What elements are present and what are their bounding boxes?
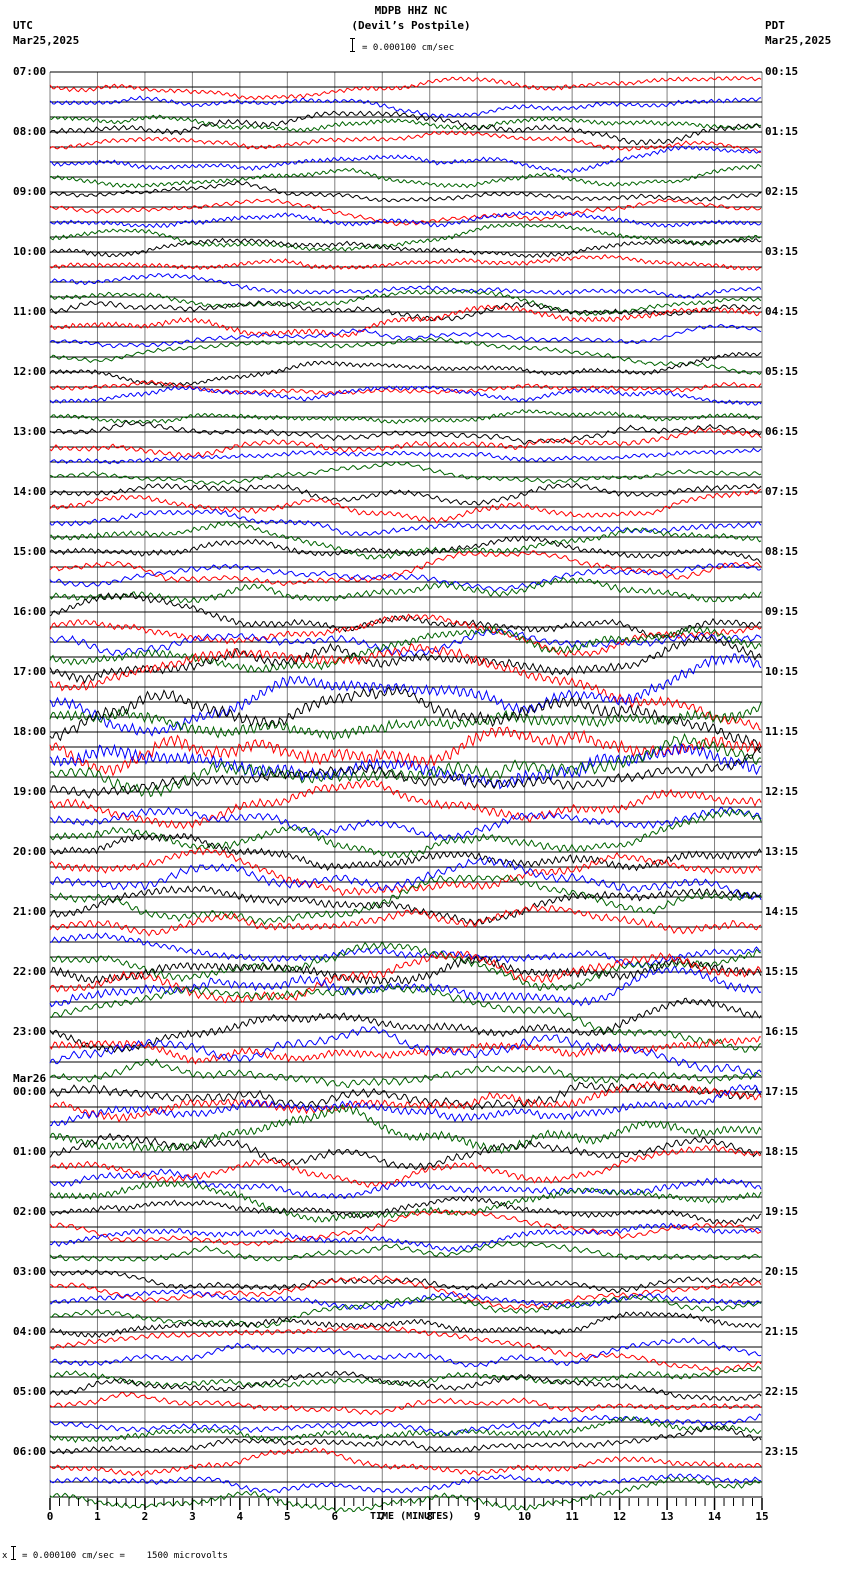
- x-tick-label: 0: [46, 1510, 54, 1523]
- station-location: (Devil’s Postpile): [351, 19, 471, 32]
- pdt-time-label: 06:15: [765, 425, 799, 438]
- utc-time-label: 05:00: [13, 1385, 47, 1398]
- pdt-time-label: 22:15: [765, 1385, 799, 1398]
- utc-time-label: 21:00: [13, 905, 47, 918]
- pdt-time-label: 00:15: [765, 65, 799, 78]
- utc-time-label: 00:00: [13, 1085, 47, 1098]
- x-tick-label: 10: [518, 1510, 532, 1523]
- x-tick-label: 14: [707, 1510, 722, 1523]
- footer-scale-note: = 0.000100 cm/sec = 1500 microvolts: [22, 1551, 228, 1561]
- pdt-time-label: 05:15: [765, 365, 799, 378]
- x-tick-label: 4: [236, 1510, 244, 1523]
- utc-time-label: 16:00: [13, 605, 47, 618]
- utc-time-label: 01:00: [13, 1145, 47, 1158]
- pdt-time-label: 07:15: [765, 485, 799, 498]
- x-tick-label: 8: [426, 1510, 434, 1523]
- pdt-time-label: 16:15: [765, 1025, 799, 1038]
- utc-time-label: 23:00: [13, 1025, 47, 1038]
- footer-scale-bar-icon: [11, 1546, 19, 1560]
- pdt-time-label: 11:15: [765, 725, 799, 738]
- pdt-time-label: 18:15: [765, 1145, 799, 1158]
- pdt-time-label: 21:15: [765, 1325, 799, 1338]
- x-tick-label: 3: [189, 1510, 196, 1523]
- pdt-time-label: 03:15: [765, 245, 799, 258]
- utc-time-label: 09:00: [13, 185, 47, 198]
- pdt-time-label: 12:15: [765, 785, 799, 798]
- scale-bar-icon: [350, 38, 358, 52]
- pdt-time-label: 14:15: [765, 905, 799, 918]
- right-date: Mar25,2025: [765, 34, 832, 47]
- x-tick-label: 15: [755, 1510, 769, 1523]
- utc-time-label: 06:00: [13, 1445, 47, 1458]
- utc-time-label: 15:00: [13, 545, 47, 558]
- utc-time-label: 17:00: [13, 665, 47, 678]
- utc-date-label: Mar26: [13, 1072, 47, 1085]
- pdt-time-label: 08:15: [765, 545, 799, 558]
- utc-time-label: 08:00: [13, 125, 47, 138]
- utc-time-label: 12:00: [13, 365, 47, 378]
- utc-time-label: 11:00: [13, 305, 47, 318]
- utc-time-label: 13:00: [13, 425, 47, 438]
- pdt-time-label: 20:15: [765, 1265, 799, 1278]
- right-timezone: PDT: [765, 19, 785, 32]
- utc-time-label: 10:00: [13, 245, 47, 258]
- pdt-time-label: 17:15: [765, 1085, 799, 1098]
- pdt-time-label: 04:15: [765, 305, 799, 318]
- pdt-time-label: 01:15: [765, 125, 799, 138]
- x-tick-label: 2: [141, 1510, 149, 1523]
- x-axis-title: TIME (MINUTES): [370, 1511, 455, 1522]
- x-tick-label: 12: [612, 1510, 627, 1523]
- utc-time-label: 20:00: [13, 845, 47, 858]
- pdt-time-label: 13:15: [765, 845, 799, 858]
- scale-legend: = 0.000100 cm/sec: [362, 43, 455, 53]
- utc-time-label: 14:00: [13, 485, 47, 498]
- utc-time-label: 03:00: [13, 1265, 47, 1278]
- pdt-time-label: 15:15: [765, 965, 799, 978]
- pdt-time-label: 09:15: [765, 605, 799, 618]
- left-date: Mar25,2025: [13, 34, 80, 47]
- station-title: MDPB HHZ NC: [374, 4, 448, 17]
- x-tick-label: 5: [284, 1510, 291, 1523]
- footer-marker: x: [2, 1551, 8, 1561]
- x-tick-label: 7: [378, 1510, 386, 1523]
- x-tick-label: 13: [660, 1510, 674, 1523]
- x-tick-label: 6: [331, 1510, 339, 1523]
- utc-time-label: 19:00: [13, 785, 47, 798]
- pdt-time-label: 02:15: [765, 185, 799, 198]
- left-timezone: UTC: [13, 19, 33, 32]
- utc-time-label: 22:00: [13, 965, 47, 978]
- pdt-time-label: 23:15: [765, 1445, 799, 1458]
- x-tick-label: 9: [473, 1510, 481, 1523]
- utc-time-label: 04:00: [13, 1325, 47, 1338]
- x-tick-label: 11: [565, 1510, 579, 1523]
- pdt-time-label: 19:15: [765, 1205, 799, 1218]
- x-tick-label: 1: [94, 1510, 101, 1523]
- utc-time-label: 02:00: [13, 1205, 47, 1218]
- pdt-time-label: 10:15: [765, 665, 799, 678]
- utc-time-label: 07:00: [13, 65, 47, 78]
- utc-time-label: 18:00: [13, 725, 47, 738]
